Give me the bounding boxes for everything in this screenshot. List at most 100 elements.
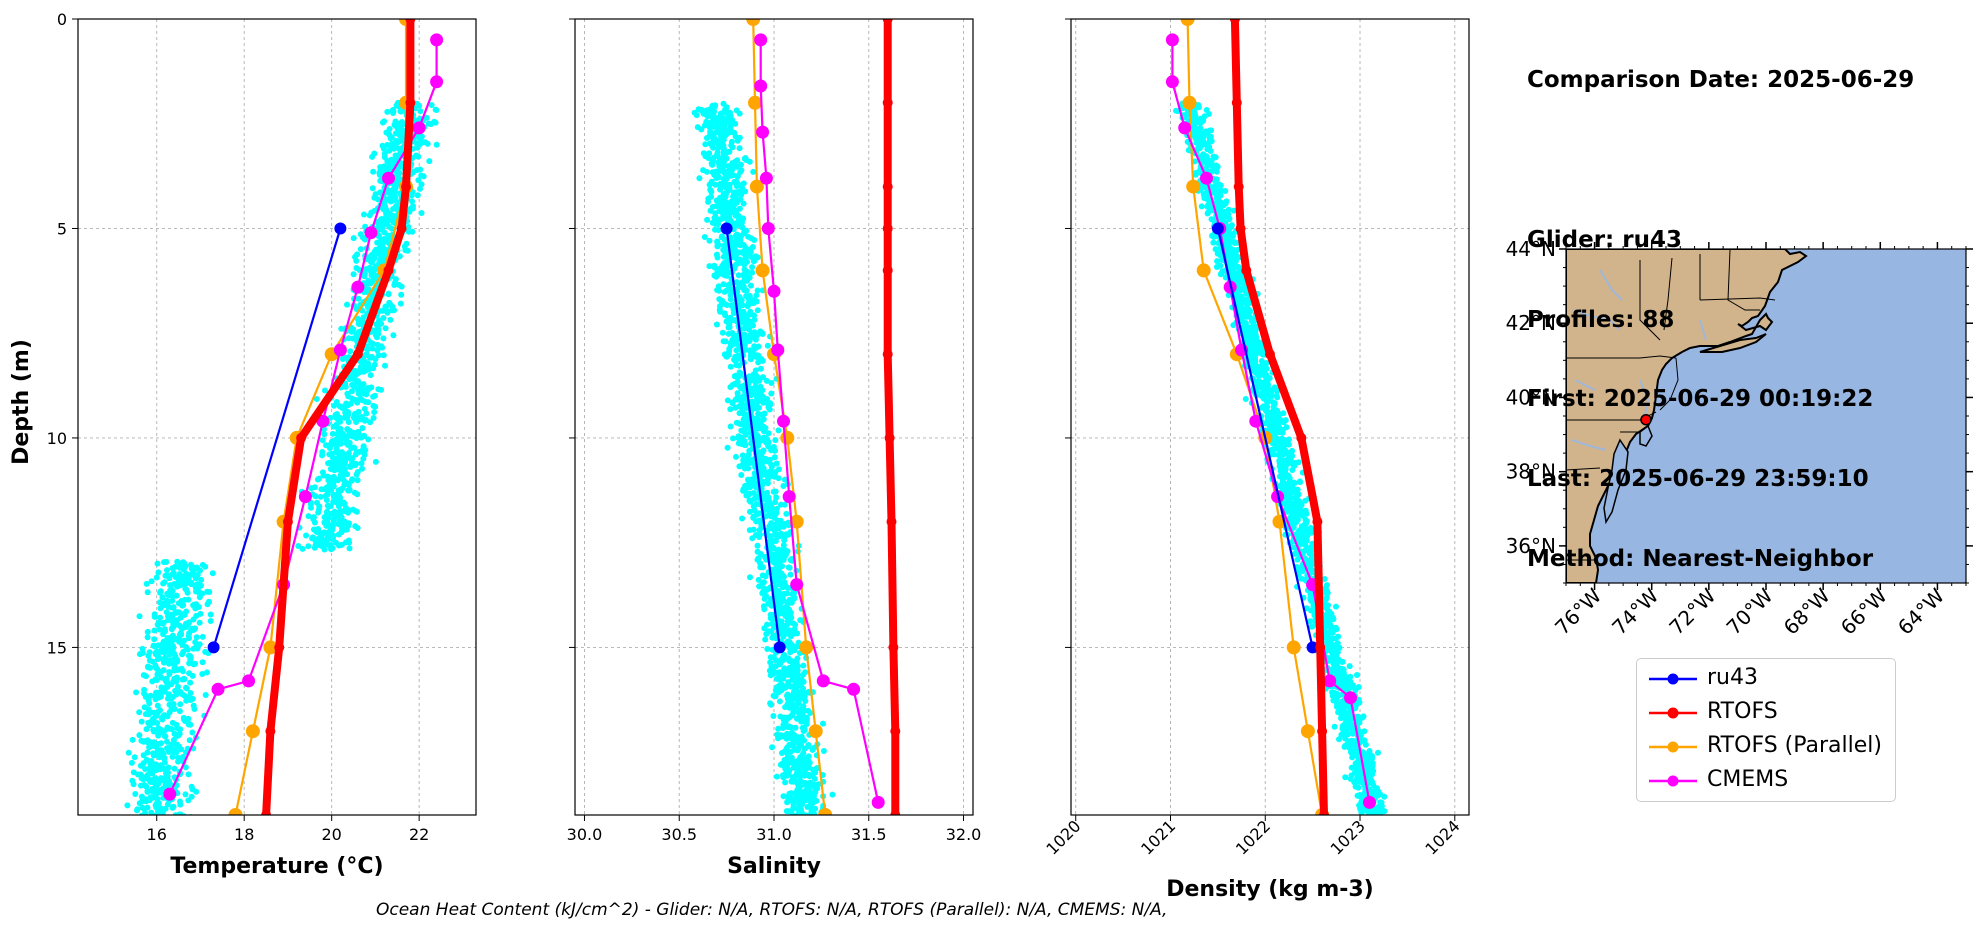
scatter-point — [190, 571, 197, 578]
scatter-point — [369, 185, 376, 192]
scatter-point — [147, 692, 154, 699]
scatter-point — [418, 172, 425, 179]
scatter-point — [735, 188, 742, 195]
scatter-point — [341, 461, 348, 468]
scatter-point — [739, 409, 746, 416]
scatter-point — [367, 354, 373, 361]
scatter-point — [708, 193, 715, 200]
scatter-point — [381, 220, 388, 227]
scatter-point — [167, 640, 174, 647]
scatter-point — [791, 677, 798, 684]
scatter-point — [355, 320, 362, 327]
scatter-point — [398, 283, 405, 290]
scatter-point — [158, 641, 165, 648]
scatter-point — [773, 494, 780, 501]
scatter-point — [764, 342, 771, 349]
scatter-point — [753, 392, 760, 399]
scatter-point — [800, 685, 807, 692]
scatter-point — [183, 684, 189, 691]
scatter-point — [388, 225, 395, 232]
scatter-point — [772, 521, 779, 528]
scatter-point — [166, 709, 173, 716]
scatter-point — [395, 122, 401, 129]
scatter-point — [724, 397, 731, 404]
scatter-point — [349, 429, 355, 436]
scatter-point — [315, 475, 322, 482]
scatter-point — [765, 600, 772, 607]
x-tick-label: 18 — [234, 825, 254, 844]
scatter-point — [820, 720, 826, 727]
scatter-point — [703, 168, 710, 175]
scatter-point — [717, 132, 724, 139]
scatter-point — [390, 332, 397, 339]
scatter-point — [733, 362, 740, 368]
scatter-point — [311, 519, 318, 526]
scatter-point — [151, 611, 158, 618]
scatter-point — [184, 646, 191, 653]
series-point — [790, 578, 804, 592]
scatter-point — [167, 702, 174, 709]
scatter-point — [802, 698, 809, 704]
scatter-cloud — [124, 99, 440, 822]
scatter-point — [715, 242, 722, 248]
scatter-point — [768, 463, 775, 470]
scatter-point — [753, 494, 760, 501]
scatter-point — [792, 621, 799, 628]
scatter-point — [331, 508, 338, 515]
scatter-point — [810, 794, 817, 801]
scatter-point — [736, 260, 743, 266]
scatter-point — [709, 203, 716, 210]
scatter-point — [757, 396, 764, 403]
scatter-point — [745, 465, 752, 472]
series-cmems — [754, 33, 885, 809]
scatter-point — [146, 657, 153, 664]
scatter-point — [187, 654, 194, 661]
scatter-point — [140, 797, 147, 804]
scatter-cloud — [1173, 99, 1390, 826]
scatter-point — [170, 803, 177, 810]
scatter-point — [157, 740, 164, 747]
scatter-point — [781, 733, 788, 740]
scatter-point — [331, 514, 338, 521]
series-rtofs — [261, 19, 416, 815]
scatter-point — [140, 816, 146, 822]
series-point — [754, 79, 768, 93]
scatter-point — [422, 139, 429, 146]
scatter-point — [1296, 478, 1303, 485]
scatter-point — [134, 806, 141, 813]
scatter-point — [747, 508, 753, 515]
scatter-point — [152, 643, 159, 650]
scatter-point — [761, 595, 768, 602]
scatter-point — [719, 155, 726, 162]
scatter-point — [336, 451, 343, 458]
scatter-point — [781, 537, 788, 544]
scatter-point — [154, 560, 161, 567]
scatter-point — [743, 405, 750, 411]
scatter-point — [1375, 820, 1381, 826]
scatter-point — [716, 208, 723, 215]
scatter-point — [803, 714, 810, 721]
scatter-point — [364, 280, 371, 287]
scatter-point — [784, 799, 791, 806]
scatter-point — [343, 539, 349, 546]
scatter-point — [340, 477, 347, 484]
scatter-point — [754, 542, 761, 549]
scatter-point — [345, 419, 352, 425]
scatter-point — [161, 759, 168, 766]
scatter-point — [729, 399, 736, 406]
scatter-point — [353, 449, 360, 456]
scatter-point — [749, 264, 756, 271]
scatter-point — [160, 631, 167, 638]
scatter-point — [786, 619, 793, 626]
scatter-point — [715, 159, 722, 166]
scatter-point — [756, 583, 763, 590]
scatter-point — [379, 258, 386, 265]
scatter-point — [305, 513, 312, 520]
scatter-point — [143, 726, 150, 733]
scatter-point — [726, 348, 732, 355]
scatter-point — [723, 266, 730, 273]
scatter-point — [352, 397, 359, 403]
scatter-point — [1274, 388, 1281, 395]
scatter-point — [169, 816, 175, 822]
scatter-point — [207, 618, 214, 624]
